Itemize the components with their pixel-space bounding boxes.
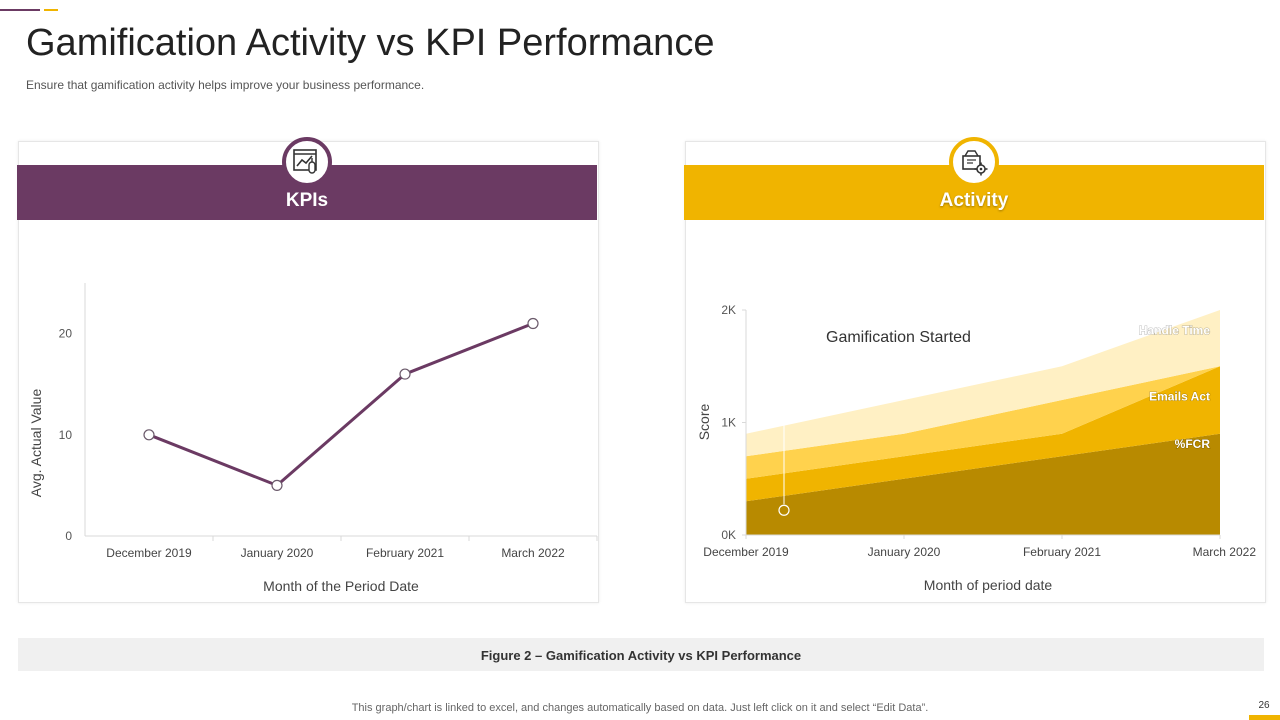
gear-box-icon [962, 150, 988, 176]
page-title: Gamification Activity vs KPI Performance [26, 22, 715, 64]
kpi-x-tick-label: February 2021 [366, 546, 444, 560]
annotation-label: Gamification Started [826, 329, 971, 346]
activity-banner: Activity [684, 165, 1264, 220]
kpi-x-axis-title: Month of the Period Date [263, 578, 419, 594]
activity-series-label: Emails Act [1149, 390, 1210, 404]
activity-series-label: %FCR [1175, 437, 1211, 451]
activity-x-axis-title: Month of period date [924, 577, 1053, 593]
kpi-y-axis-title: Avg. Actual Value [28, 389, 44, 498]
kpi-data-point [399, 368, 411, 380]
activity-area-series [746, 366, 1220, 502]
activity-x-tick-label: February 2021 [1023, 545, 1101, 559]
kpi-banner-label: KPIs [285, 190, 329, 211]
activity-y-axis-title: Score [696, 404, 712, 441]
page-accent-bar [1249, 715, 1280, 720]
kpi-series-line [148, 322, 534, 487]
kpi-x-tick-label: January 2020 [241, 546, 314, 560]
page-subtitle: Ensure that gamification activity helps … [26, 78, 425, 92]
activity-x-tick-label: March 2022 [1193, 545, 1257, 559]
activity-y-tick-label: 0K [721, 528, 736, 542]
activity-x-tick-label: January 2020 [868, 545, 941, 559]
kpi-chart-icon [293, 149, 317, 174]
activity-badge [949, 137, 999, 187]
kpi-data-point [527, 317, 539, 330]
footnote: This graph/chart is linked to excel, and… [351, 702, 929, 714]
activity-y-tick-label: 1K [721, 416, 736, 430]
kpi-badge [282, 137, 332, 187]
kpi-x-tick-label: March 2022 [501, 546, 565, 560]
activity-area-series [746, 366, 1220, 479]
page-number: 26 [1258, 700, 1270, 711]
kpi-data-point [143, 429, 155, 441]
kpi-data-point [271, 479, 283, 491]
annotation-marker [778, 504, 790, 516]
activity-area-series [746, 433, 1220, 535]
activity-banner-label: Activity [939, 190, 1009, 211]
activity-y-tick-label: 2K [721, 303, 736, 317]
kpi-y-tick-label: 10 [59, 428, 73, 442]
accent-line-gold [44, 9, 58, 11]
annotation-leader-line [783, 336, 822, 505]
activity-x-tick-label: December 2019 [703, 545, 789, 559]
accent-line-purple [0, 9, 40, 11]
activity-series-label: Handle Time [1139, 323, 1210, 337]
kpi-y-tick-label: 0 [65, 529, 72, 543]
kpi-x-tick-label: December 2019 [106, 546, 192, 560]
figure-caption: Figure 2 – Gamification Activity vs KPI … [480, 648, 802, 663]
kpi-y-tick-label: 20 [59, 327, 73, 341]
activity-area-series [746, 310, 1220, 457]
figure-caption-bar: Figure 2 – Gamification Activity vs KPI … [18, 638, 1264, 671]
